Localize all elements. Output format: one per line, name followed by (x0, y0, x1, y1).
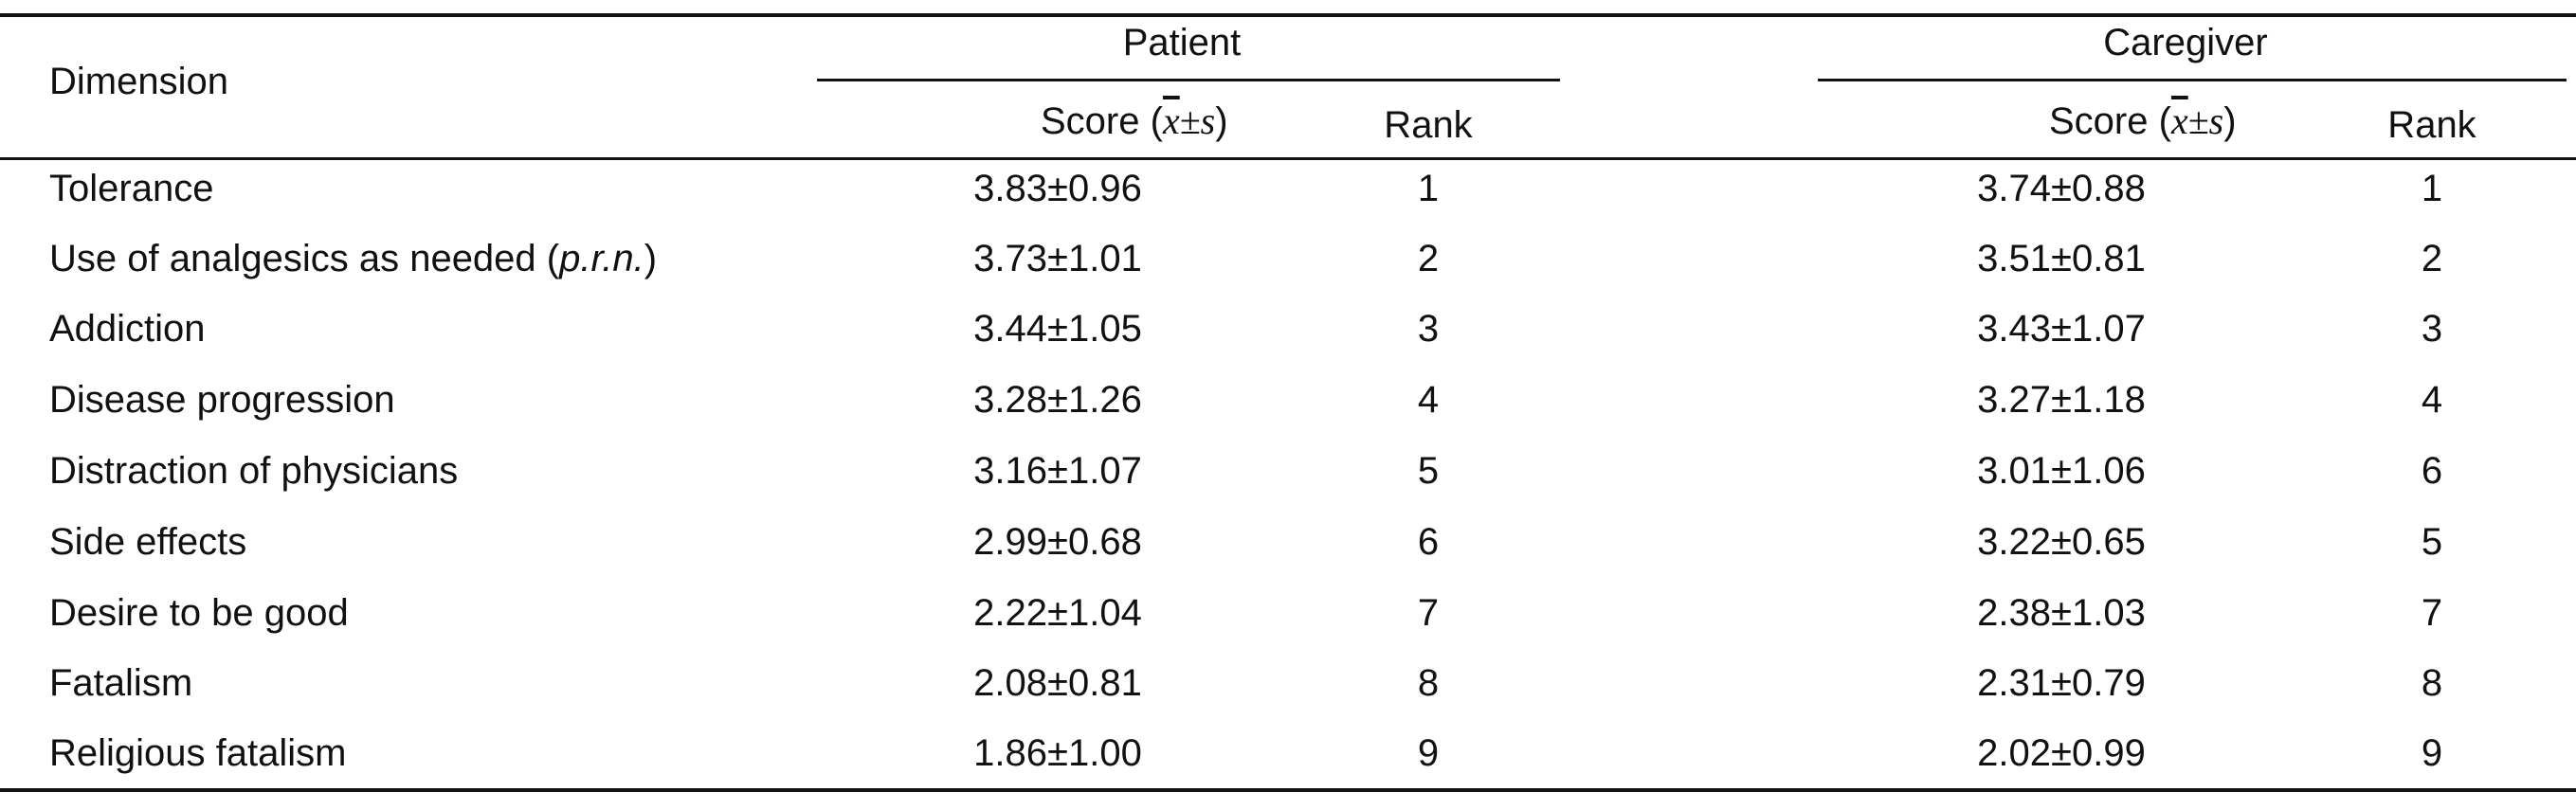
header-patient-score: Score (x±s) (1041, 99, 1228, 143)
cell-caregiver-rank: 7 (2421, 592, 2443, 634)
cell-patient-rank: 7 (1417, 592, 1440, 634)
cell-patient-rank: 6 (1417, 521, 1440, 563)
cell-dimension: Use of analgesics as needed (p.r.n.) (49, 237, 657, 280)
header-caregiver: Caregiver (2103, 22, 2268, 63)
cell-caregiver-score: 2.02±0.99 (1977, 732, 2146, 774)
score-prefix: Score ( (2049, 100, 2171, 142)
cell-patient-score: 2.99±0.68 (973, 521, 1142, 563)
cell-dimension: Distraction of physicians (49, 450, 459, 492)
cell-dimension: Religious fatalism (49, 732, 347, 774)
cell-patient-score: 1.86±1.00 (973, 732, 1142, 774)
score-suffix: ) (2223, 100, 2237, 142)
patient-group-rule (817, 79, 1560, 81)
header-dimension: Dimension (49, 61, 228, 102)
cell-patient-rank: 5 (1417, 450, 1440, 492)
dimension-prefix: Use of analgesics as needed ( (49, 238, 560, 279)
cell-caregiver-rank: 5 (2421, 521, 2443, 563)
table-row: Religious fatalism 1.86±1.00 9 2.02±0.99… (0, 731, 2576, 801)
table-row: Tolerance 3.83±0.96 1 3.74±0.88 1 (0, 167, 2576, 237)
dimension-italic: p.r.n. (559, 238, 644, 279)
score-sd-symbol: s (1200, 99, 1216, 142)
header-caregiver-score: Score (x±s) (2049, 99, 2237, 143)
cell-patient-rank: 8 (1417, 662, 1440, 704)
table-row: Distraction of physicians 3.16±1.07 5 3.… (0, 449, 2576, 519)
cell-dimension: Disease progression (49, 379, 395, 421)
score-pm-symbol: ± (1179, 99, 1201, 142)
cell-patient-score: 3.83±0.96 (973, 168, 1142, 209)
cell-patient-score: 3.44±1.05 (973, 308, 1142, 350)
cell-patient-rank: 9 (1417, 732, 1440, 774)
cell-patient-rank: 2 (1417, 238, 1440, 279)
cell-patient-score: 2.08±0.81 (973, 662, 1142, 704)
cell-caregiver-rank: 1 (2421, 168, 2443, 209)
cell-patient-rank: 3 (1417, 308, 1440, 350)
cell-patient-score: 3.73±1.01 (973, 238, 1142, 279)
score-prefix: Score ( (1041, 100, 1163, 142)
cell-caregiver-score: 2.38±1.03 (1977, 592, 2146, 634)
score-sd-symbol: s (2208, 99, 2224, 142)
cell-caregiver-score: 3.51±0.81 (1977, 238, 2146, 279)
cell-dimension: Tolerance (49, 168, 214, 209)
cell-patient-score: 3.28±1.26 (973, 379, 1142, 421)
cell-patient-score: 2.22±1.04 (973, 592, 1142, 634)
header-caregiver-rank: Rank (2387, 104, 2476, 146)
cell-patient-rank: 1 (1417, 168, 1440, 209)
score-suffix: ) (1215, 100, 1228, 142)
cell-caregiver-score: 3.01±1.06 (1977, 450, 2146, 492)
cell-dimension: Fatalism (49, 662, 193, 704)
table-top-rule (0, 13, 2576, 17)
header-bottom-rule (0, 157, 2576, 160)
table-row: Disease progression 3.28±1.26 4 3.27±1.1… (0, 378, 2576, 448)
cell-caregiver-rank: 8 (2421, 662, 2443, 704)
table-row: Side effects 2.99±0.68 6 3.22±0.65 5 (0, 520, 2576, 590)
cell-caregiver-rank: 4 (2421, 379, 2443, 421)
cell-dimension: Side effects (49, 521, 247, 563)
score-mean-symbol: x (2170, 99, 2188, 142)
cell-caregiver-score: 3.27±1.18 (1977, 379, 2146, 421)
cell-caregiver-score: 2.31±0.79 (1977, 662, 2146, 704)
cell-caregiver-rank: 3 (2421, 308, 2443, 350)
cell-dimension: Addiction (49, 308, 206, 350)
caregiver-group-rule (1818, 79, 2567, 81)
header-patient: Patient (1122, 22, 1242, 63)
header-patient-rank: Rank (1384, 104, 1473, 146)
cell-dimension: Desire to be good (49, 592, 349, 634)
table-row: Desire to be good 2.22±1.04 7 2.38±1.03 … (0, 591, 2576, 661)
cell-caregiver-score: 3.22±0.65 (1977, 521, 2146, 563)
cell-caregiver-rank: 6 (2421, 450, 2443, 492)
cell-caregiver-score: 3.43±1.07 (1977, 308, 2146, 350)
table-row: Fatalism 2.08±0.81 8 2.31±0.79 8 (0, 661, 2576, 731)
cell-patient-score: 3.16±1.07 (973, 450, 1142, 492)
table-bottom-rule (0, 788, 2576, 792)
dimension-suffix: ) (644, 238, 658, 279)
cell-caregiver-rank: 9 (2421, 732, 2443, 774)
score-pm-symbol: ± (2187, 99, 2209, 142)
cell-patient-rank: 4 (1417, 379, 1440, 421)
table-row: Addiction 3.44±1.05 3 3.43±1.07 3 (0, 307, 2576, 377)
cell-caregiver-score: 3.74±0.88 (1977, 168, 2146, 209)
score-mean-symbol: x (1162, 99, 1180, 142)
table-row: Use of analgesics as needed (p.r.n.) 3.7… (0, 237, 2576, 307)
cell-caregiver-rank: 2 (2421, 238, 2443, 279)
